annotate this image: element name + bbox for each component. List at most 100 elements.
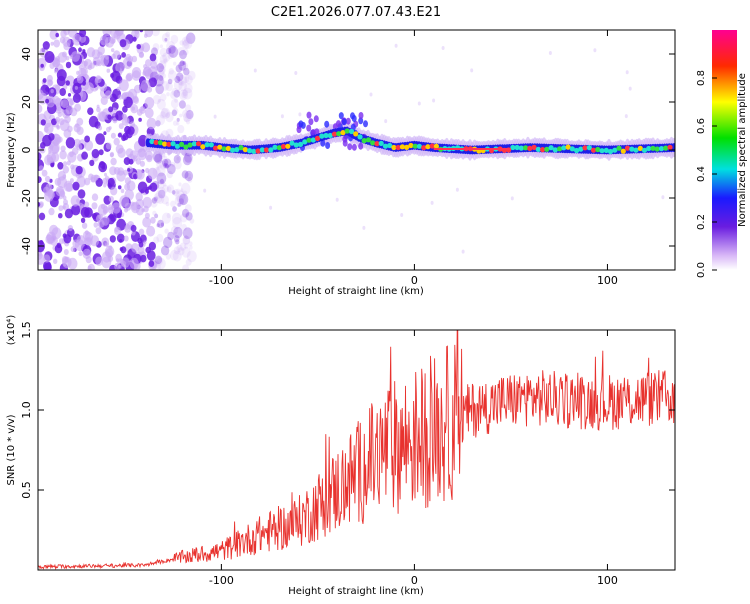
trace-dot [196,141,202,147]
noise-speck [97,125,103,131]
noise-speck [461,249,465,254]
noise-speck [40,119,46,126]
noise-speck [104,172,107,177]
noise-speck [154,256,163,266]
noise-speck [171,109,178,117]
trace-dot [421,145,427,151]
noise-speck [111,70,121,82]
noise-speck [51,144,60,154]
noise-speck [108,196,114,203]
trace-blob [358,142,364,150]
trace-dot [603,147,609,153]
noise-speck [84,201,90,208]
noise-speck [80,207,90,218]
noise-speck [76,143,83,151]
noise-speck [143,240,147,245]
noise-speck [124,207,129,213]
trace-dot [633,147,639,153]
noise-speck [84,135,90,143]
trace-dot [416,143,422,149]
noise-speck [188,241,193,247]
trace-dot [620,148,626,154]
noise-speck [177,124,185,134]
noise-speck [119,79,129,92]
trace-dot [242,147,248,153]
trace-blob [347,143,353,151]
trace-dot [331,131,338,137]
noise-speck [164,228,169,234]
noise-speck [57,52,67,63]
noise-speck [152,94,161,105]
noise-speck [189,218,195,224]
noise-speck [166,41,176,52]
noise-speck [108,245,113,250]
noise-speck [177,74,188,87]
noise-speck [172,217,183,229]
noise-speck [82,49,86,54]
noise-speck [124,125,131,135]
trace-dot [557,146,563,152]
noise-speck [84,230,89,235]
noise-speck [117,147,126,158]
noise-speck [154,255,163,265]
noise-speck [58,213,63,219]
trace-blob [325,142,331,149]
noise-speck [105,242,109,248]
noise-speck [111,202,121,214]
noise-speck [65,137,76,149]
trace-dot [544,146,550,152]
noise-speck [167,70,177,81]
noise-speck [50,162,55,168]
noise-speck [169,249,179,261]
noise-speck [110,132,116,139]
noise-speck [81,222,88,229]
noise-speck [60,145,66,152]
x-tick-label: -100 [209,274,234,287]
noise-speck [107,255,114,262]
noise-speck [76,75,84,84]
noise-speck [167,53,173,59]
noise-speck [185,212,193,221]
noise-speck [126,180,136,192]
noise-speck [42,41,50,50]
trace-dot [616,145,622,151]
noise-speck [185,212,189,217]
noise-speck [628,86,632,91]
trace-blob [308,118,314,126]
noise-speck [661,195,665,200]
trace-dot [624,145,631,151]
noise-speck [167,78,173,85]
spectrogram-axes: -100 0 100 -40 -20 0 20 40 [20,30,675,287]
trace-blob [345,117,351,125]
spectrogram-ylabel: Frequency (Hz) [6,112,17,188]
noise-speck [138,117,142,122]
noise-speck [163,155,167,160]
noise-speck [156,257,166,270]
trace-dot [548,145,554,151]
noise-speck [149,71,159,83]
noise-speck [110,186,118,196]
noise-speck [108,204,113,211]
noise-speck [160,245,170,256]
trace-dot [191,141,197,147]
trace-dot [667,144,673,150]
noise-speck [178,198,184,205]
noise-speck [71,204,81,216]
trace-dot [268,147,274,153]
noise-speck [593,48,597,53]
noise-speck [181,223,187,231]
noise-speck [151,30,160,37]
trace-blob [342,139,348,147]
noise-speck [178,182,182,187]
noise-speck [109,36,116,44]
noise-speck [470,68,474,73]
noise-speck [175,188,181,195]
noise-speck [114,262,121,270]
trace-dot [654,146,660,152]
noise-speck [294,71,298,75]
noise-speck [125,148,134,158]
noise-speck [183,112,191,123]
trace-dot [302,139,308,145]
noise-speck [89,62,95,69]
noise-speck [171,87,179,97]
